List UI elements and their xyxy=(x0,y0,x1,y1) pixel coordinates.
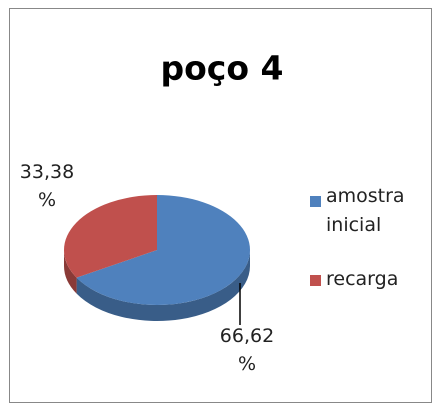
chart-title: poço 4 xyxy=(161,49,284,88)
legend-swatch xyxy=(310,275,321,286)
slice xyxy=(64,195,157,278)
legend-label: recarga xyxy=(326,268,399,290)
slice-side xyxy=(64,250,77,294)
data-label: 66,62 % xyxy=(219,325,275,375)
pie xyxy=(64,195,250,322)
legend-swatch xyxy=(310,196,321,207)
chart-frame xyxy=(9,8,432,403)
slice xyxy=(76,195,250,306)
slice-side xyxy=(76,250,250,322)
data-label: 33,38 % xyxy=(19,161,75,211)
legend-label: amostra inicial xyxy=(326,185,405,236)
